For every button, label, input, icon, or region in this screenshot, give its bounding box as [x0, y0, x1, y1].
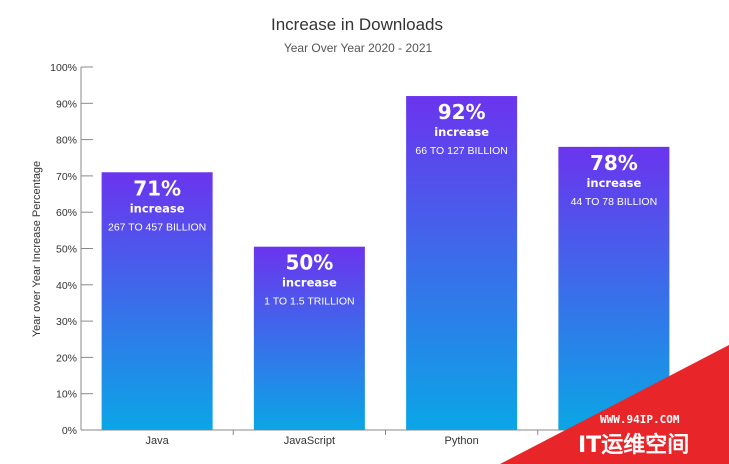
x-tick-label: Java: [146, 435, 170, 447]
watermark-url: WWW.94IP.COM: [600, 413, 680, 426]
chart-title: Increase in Downloads: [271, 15, 443, 34]
bar-increase-label: increase: [586, 176, 641, 190]
y-tick-label: 10%: [56, 389, 77, 401]
y-tick-label: 70%: [56, 171, 77, 183]
y-tick-label: 100%: [50, 62, 77, 74]
y-tick-label: 80%: [56, 135, 77, 147]
bar-detail-label: 66 TO 127 BILLION: [415, 145, 507, 157]
x-tick-label: Python: [445, 435, 479, 447]
y-tick-label: 60%: [56, 207, 77, 219]
bar-percent-label: 92%: [438, 100, 486, 124]
y-tick-label: 30%: [56, 316, 77, 328]
bar-detail-label: 267 TO 457 BILLION: [108, 221, 206, 233]
chart-subtitle: Year Over Year 2020 - 2021: [284, 41, 433, 55]
x-tick-label: JavaScript: [284, 435, 335, 447]
watermark-banner: [500, 345, 729, 464]
watermark: WWW.94IP.COM IT运维空间: [500, 345, 729, 464]
y-axis-label: Year over Year Increase Percentage: [31, 161, 43, 337]
bar-increase-label: increase: [282, 276, 337, 290]
bar-detail-label: 44 TO 78 BILLION: [571, 196, 658, 208]
bar-java: [101, 172, 213, 430]
bar-increase-label: increase: [434, 125, 489, 139]
y-tick-label: 50%: [56, 244, 77, 256]
bars-group: [101, 96, 670, 431]
y-tick-label: 40%: [56, 280, 77, 292]
bar-c-: [558, 146, 670, 431]
bar-python: [406, 96, 518, 430]
bar-increase-label: increase: [130, 201, 185, 215]
watermark-brand: IT运维空间: [578, 432, 689, 458]
y-axis: 0% 10% 20% 30% 40% 50% 60% 70% 80% 90% 100%: [50, 62, 93, 437]
y-tick-label: 0%: [62, 425, 77, 437]
y-tick-label: 90%: [56, 98, 77, 110]
bar-percent-label: 50%: [285, 251, 333, 275]
y-tick-label: 20%: [56, 352, 77, 364]
bar-percent-label: 78%: [590, 151, 638, 175]
bar-javascript: [253, 246, 365, 430]
bar-detail-label: 1 TO 1.5 TRILLION: [264, 296, 354, 308]
bar-percent-label: 71%: [133, 176, 181, 200]
